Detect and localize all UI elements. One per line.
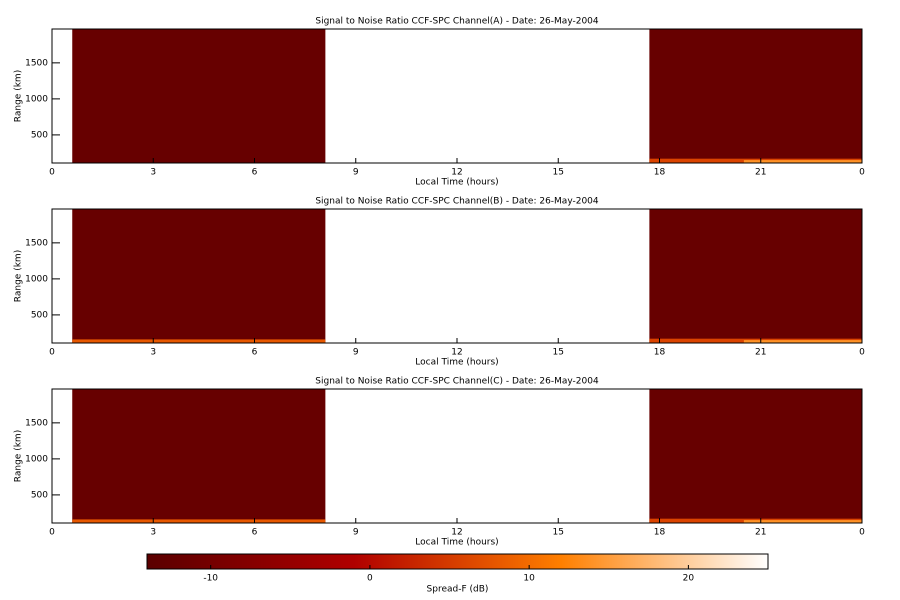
heat-cell	[649, 389, 862, 523]
x-tick-label: 0	[49, 348, 55, 358]
y-tick-label: 500	[31, 130, 48, 140]
heat-cell	[743, 340, 862, 343]
y-axis-label: Range (km)	[14, 250, 24, 302]
x-tick-label: 0	[49, 168, 55, 178]
y-tick-label: 1500	[25, 238, 48, 248]
x-tick-label: 3	[150, 168, 156, 178]
x-tick-label: 9	[353, 348, 359, 358]
colorbar-label: Spread-F (dB)	[427, 585, 489, 595]
colorbar-tick-label: 0	[367, 574, 373, 584]
x-tick-label: 9	[353, 528, 359, 538]
colorbar-tick-label: 20	[683, 574, 695, 584]
x-tick-label: 18	[654, 348, 666, 358]
x-axis-label: Local Time (hours)	[415, 178, 498, 188]
y-tick-label: 1000	[25, 94, 48, 104]
heat-cell	[72, 389, 326, 523]
chart-title: Signal to Noise Ratio CCF-SPC Channel(A)…	[315, 17, 599, 27]
colorbar-tick-label: -10	[203, 574, 218, 584]
y-axis-label: Range (km)	[14, 430, 24, 482]
x-tick-label: 12	[451, 348, 462, 358]
y-tick-label: 500	[31, 310, 48, 320]
x-tick-label: 21	[755, 168, 766, 178]
x-tick-label: 9	[353, 168, 359, 178]
y-tick-label: 1000	[25, 274, 48, 284]
x-tick-label: 0	[859, 528, 865, 538]
y-tick-label: 1000	[25, 454, 48, 464]
chart-title: Signal to Noise Ratio CCF-SPC Channel(C)…	[315, 377, 599, 387]
colorbar	[146, 553, 769, 570]
x-tick-label: 12	[451, 528, 462, 538]
x-tick-label: 6	[252, 348, 258, 358]
x-tick-label: 6	[252, 528, 258, 538]
heat-cell	[649, 29, 862, 163]
x-tick-label: 15	[553, 348, 564, 358]
x-tick-label: 6	[252, 168, 258, 178]
y-tick-label: 1500	[25, 418, 48, 428]
x-tick-label: 15	[553, 168, 564, 178]
x-tick-label: 21	[755, 348, 766, 358]
x-tick-label: 3	[150, 348, 156, 358]
x-axis-label: Local Time (hours)	[415, 358, 498, 368]
y-tick-label: 1500	[25, 58, 48, 68]
heat-cell	[743, 520, 862, 523]
x-axis-label: Local Time (hours)	[415, 538, 498, 548]
chart-title: Signal to Noise Ratio CCF-SPC Channel(B)…	[315, 197, 599, 207]
x-tick-label: 0	[859, 168, 865, 178]
heat-cell	[72, 209, 326, 343]
x-tick-label: 12	[451, 168, 462, 178]
heat-cell	[72, 519, 326, 523]
y-tick-label: 500	[31, 490, 48, 500]
x-tick-label: 15	[553, 528, 564, 538]
heat-cell	[743, 160, 862, 163]
x-tick-label: 3	[150, 528, 156, 538]
x-tick-label: 21	[755, 528, 766, 538]
y-axis-label: Range (km)	[14, 70, 24, 122]
x-tick-label: 18	[654, 528, 666, 538]
colorbar-tick-label: 10	[523, 574, 535, 584]
heat-cell	[72, 339, 326, 343]
x-tick-label: 18	[654, 168, 666, 178]
x-tick-label: 0	[859, 348, 865, 358]
heat-cell	[72, 29, 326, 163]
heat-cell	[649, 209, 862, 343]
x-tick-label: 0	[49, 528, 55, 538]
